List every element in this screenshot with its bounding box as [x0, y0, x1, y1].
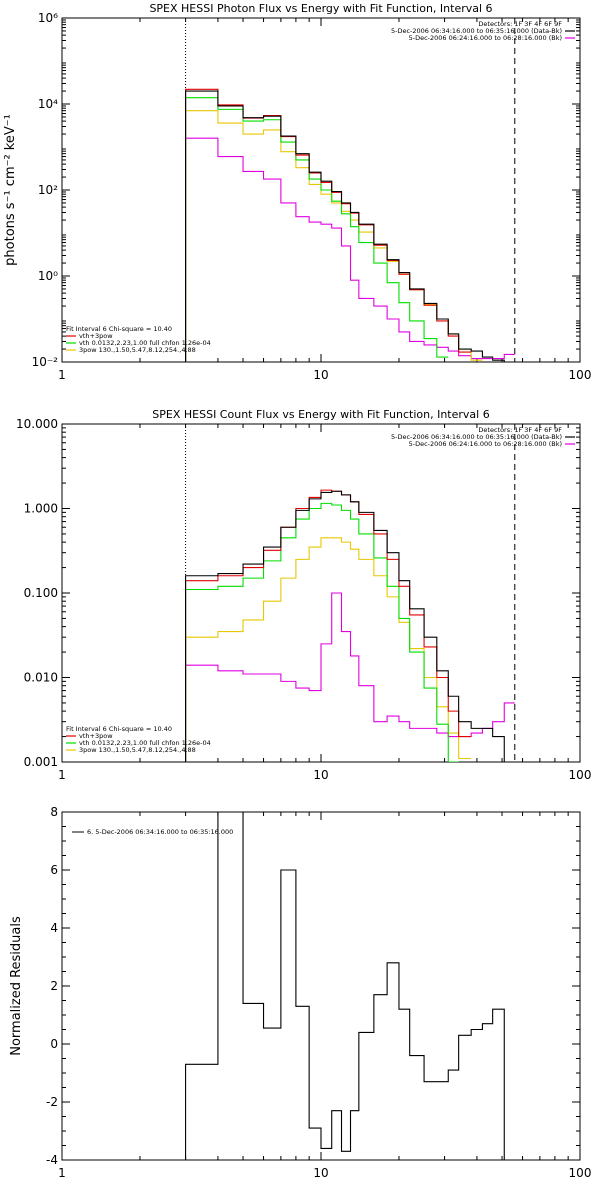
y-tick-label: 10⁰ — [38, 269, 58, 283]
y-tick-label: 10² — [38, 183, 58, 197]
y-tick-label: 10⁴ — [38, 97, 58, 111]
x-tick-label: 1 — [58, 368, 66, 382]
total-series-line — [185, 90, 515, 362]
chart-panel-3: 1 10 100 -4 -2 0 2 4 6 8 Normalized Residuals 6. 5-… — [9, 805, 592, 1180]
total-series-line — [185, 490, 515, 762]
x-tick-label: 10 — [313, 1166, 328, 1180]
legend-entry: vth+3pow — [79, 732, 113, 740]
fit-label: Fit Interval 6 Chi-square = 10.40 — [66, 725, 172, 733]
legend-entry: 3pow 130.,1.50,5.47,8.12,254.,4.88 — [79, 346, 196, 354]
model-series-line — [185, 489, 472, 762]
x-tick-label: 1 — [58, 1166, 66, 1180]
y-tick-label: 0.100 — [24, 586, 58, 600]
y-tick-label: -2 — [46, 1095, 58, 1109]
legend-entry: vth 0.0132,2.23,1.00 full chfon 1.26e-04 — [79, 339, 211, 347]
model-series-line — [185, 88, 472, 362]
thermal-series-line — [185, 502, 459, 762]
y-tick-label: 10⁻² — [32, 355, 59, 369]
background-series-line — [185, 592, 515, 762]
header-line: 5-Dec-2006 06:24:16.000 to 06:28:16.000 … — [409, 440, 562, 448]
x-tick-label: 10 — [313, 768, 328, 782]
plot-frame — [61, 811, 581, 1161]
chart-title: SPEX HESSI Photon Flux vs Energy with Fi… — [149, 2, 492, 15]
y-tick-label: 8 — [50, 805, 58, 819]
y-tick-label: 1.000 — [24, 502, 58, 516]
y-tick-label: 6 — [50, 863, 58, 877]
y-tick-label: 0.010 — [24, 671, 58, 685]
x-tick-label: 10 — [313, 368, 328, 382]
fit-label: Fit Interval 6 Chi-square = 10.40 — [66, 325, 172, 333]
residual-legend: 6. 5-Dec-2006 06:34:16.000 to 06:35:16.0… — [87, 828, 233, 836]
chart-title: SPEX HESSI Count Flux vs Energy with Fit… — [152, 408, 489, 421]
residuals-series-line — [185, 812, 505, 1160]
y-axis-label: Normalized Residuals — [9, 916, 24, 1056]
header-line: 5-Dec-2006 06:34:16.000 to 06:35:16.000 … — [391, 433, 562, 441]
chart-panel-1: SPEX HESSI Photon Flux vs Energy with Fi… — [3, 2, 591, 382]
x-tick-label: 100 — [569, 1166, 592, 1180]
legend-entry: vth 0.0132,2.23,1.00 full chfon 1.26e-04 — [79, 739, 211, 747]
header-line: 5-Dec-2006 06:34:16.000 to 06:35:16.000 … — [391, 27, 562, 35]
header-line: 5-Dec-2006 06:24:16.000 to 06:28:16.000 … — [409, 34, 562, 42]
x-tick-label: 100 — [569, 368, 592, 382]
powerlaw-series-line — [185, 110, 483, 362]
y-tick-label: 4 — [50, 921, 58, 935]
plot-frame — [61, 423, 581, 763]
x-tick-label: 1 — [58, 768, 66, 782]
y-tick-label: 0.001 — [24, 755, 58, 769]
x-tick-label: 100 — [569, 768, 592, 782]
y-tick-label: -4 — [46, 1153, 58, 1167]
header-line: Detectors: 1F 3F 4F 6F 9F — [478, 20, 562, 28]
header-line: Detectors: 1F 3F 4F 6F 9F — [478, 426, 562, 434]
powerlaw-series-line — [185, 537, 472, 762]
y-tick-label: 0 — [50, 1037, 58, 1051]
thermal-series-line — [185, 97, 449, 362]
legend-entry: vth+3pow — [79, 332, 113, 340]
chart-panel-2: SPEX HESSI Count Flux vs Energy with Fit… — [16, 408, 591, 782]
y-tick-label: 10.000 — [16, 417, 58, 431]
legend-entry: 3pow 130.,1.50,5.47,8.12,254.,4.88 — [79, 746, 196, 754]
y-tick-label: 2 — [50, 979, 58, 993]
y-axis-label: photons s⁻¹ cm⁻² keV⁻¹ — [3, 114, 18, 266]
y-tick-label: 10⁶ — [38, 11, 58, 25]
background-series-line — [185, 137, 515, 362]
